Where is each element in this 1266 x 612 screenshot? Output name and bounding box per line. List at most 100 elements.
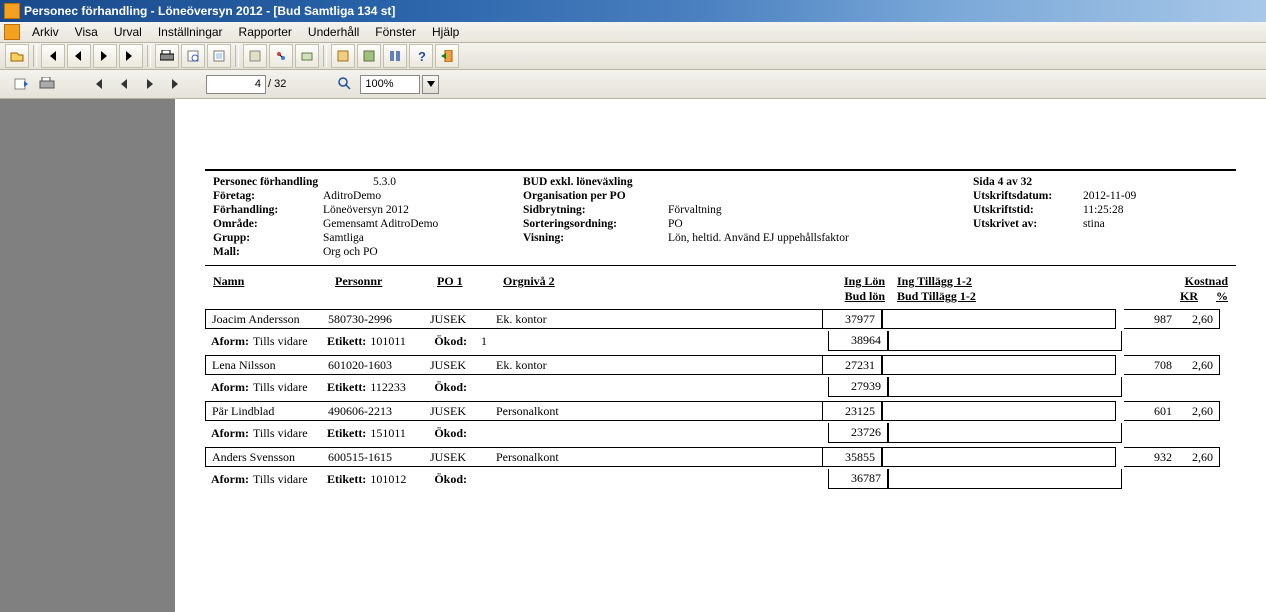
th-inglon: Ing Lön: [844, 274, 885, 289]
hdr-visning-label: Visning:: [523, 232, 668, 244]
hdr-title: Personec förhandling: [213, 176, 373, 188]
table-row: Pär Lindblad490606-2213JUSEKPersonalkont…: [205, 400, 1236, 444]
hdr-utskt-value: 11:25:28: [1083, 204, 1123, 216]
tool-btn-3[interactable]: [295, 44, 319, 68]
cell-kostnad: 708: [1124, 355, 1178, 375]
cell-namn: Joacim Andersson: [212, 312, 328, 327]
row-detail: Aform:Tills vidareEtikett:112233Ökod:: [205, 380, 828, 395]
hdr-forhandling-label: Förhandling:: [213, 204, 323, 216]
print-setup-button[interactable]: [207, 44, 231, 68]
window-title: Personec förhandling - Löneöversyn 2012 …: [24, 4, 395, 18]
cell-budtillagg: [888, 423, 1122, 443]
hdr-mall-label: Mall:: [213, 246, 323, 258]
next-record-button[interactable]: [93, 44, 117, 68]
table-header: Namn Personnr PO 1 Orgnivå 2 Ing LönBud …: [205, 266, 1236, 306]
print-button[interactable]: [155, 44, 179, 68]
cell-pct: 2,60: [1178, 447, 1220, 467]
menu-rapporter[interactable]: Rapporter: [231, 23, 300, 41]
cell-pct: 2,60: [1178, 355, 1220, 375]
tool-btn-4[interactable]: [331, 44, 355, 68]
nav-prev-button[interactable]: [114, 74, 136, 94]
lbl-etikett: Etikett:: [327, 334, 366, 349]
cell-kostnad: 601: [1124, 401, 1178, 421]
exit-button[interactable]: [435, 44, 459, 68]
lbl-okod: Ökod:: [434, 472, 467, 487]
nav-next-button[interactable]: [140, 74, 162, 94]
th-namn: Namn: [213, 274, 244, 288]
lbl-aform: Aform:: [211, 472, 249, 487]
hdr-org-label: Organisation per PO: [523, 190, 668, 202]
row-main: Joacim Andersson580730-2996JUSEKEk. kont…: [205, 309, 822, 329]
preview-margin: [0, 99, 175, 612]
menu-bar: Arkiv Visa Urval Inställningar Rapporter…: [0, 22, 1266, 43]
hdr-omrade-value: Gemensamt AditroDemo: [323, 218, 438, 230]
zoom-value[interactable]: 100%: [360, 75, 420, 94]
cell-budtillagg: [888, 377, 1122, 397]
hdr-foretag-value: AditroDemo: [323, 190, 381, 202]
first-record-button[interactable]: [41, 44, 65, 68]
val-aform: Tills vidare: [253, 472, 321, 487]
menu-installningar[interactable]: Inställningar: [150, 23, 231, 41]
cell-orgniva: Ek. kontor: [496, 358, 547, 373]
report-header-frame: Personec förhandling5.3.0 Företag:Aditro…: [205, 169, 1236, 266]
cell-budlon: 23726: [828, 423, 888, 443]
row-detail: Aform:Tills vidareEtikett:101012Ökod:: [205, 472, 828, 487]
cell-inglon: 23125: [822, 401, 882, 421]
find-button[interactable]: [334, 74, 356, 94]
cell-kostnad: 987: [1124, 309, 1178, 329]
th-personnr: Personnr: [335, 274, 382, 288]
cell-inglon: 27231: [822, 355, 882, 375]
cell-personnr: 601020-1603: [328, 358, 430, 373]
menu-arkiv[interactable]: Arkiv: [24, 23, 67, 41]
title-bar: Personec förhandling - Löneöversyn 2012 …: [0, 0, 1266, 22]
hdr-grupp-label: Grupp:: [213, 232, 323, 244]
menu-underhall[interactable]: Underhåll: [300, 23, 367, 41]
hdr-foretag-label: Företag:: [213, 190, 323, 202]
hdr-omrade-label: Område:: [213, 218, 323, 230]
tool-btn-1[interactable]: [243, 44, 267, 68]
hdr-forhandling-value: Löneöversyn 2012: [323, 204, 409, 216]
menu-hjalp[interactable]: Hjälp: [424, 23, 467, 41]
prev-record-button[interactable]: [67, 44, 91, 68]
app-icon: [4, 3, 20, 19]
last-record-button[interactable]: [119, 44, 143, 68]
open-button[interactable]: [5, 44, 29, 68]
print-preview-button[interactable]: [181, 44, 205, 68]
cell-budtillagg: [888, 331, 1122, 351]
lbl-aform: Aform:: [211, 380, 249, 395]
hdr-sida: Sida 4 av 32: [973, 176, 1083, 188]
row-main: Pär Lindblad490606-2213JUSEKPersonalkont: [205, 401, 822, 421]
page-number-input[interactable]: [206, 75, 266, 94]
lbl-okod: Ökod:: [434, 334, 467, 349]
nav-last-button[interactable]: [166, 74, 188, 94]
row-main: Anders Svensson600515-1615JUSEKPersonalk…: [205, 447, 822, 467]
th-kr: KR: [1180, 289, 1198, 304]
cell-orgniva: Personalkont: [496, 404, 559, 419]
cell-pct: 2,60: [1178, 309, 1220, 329]
cell-budtillagg: [888, 469, 1122, 489]
menu-fonster[interactable]: Fönster: [367, 23, 424, 41]
th-ingtillagg: Ing Tillägg 1-2: [897, 274, 972, 289]
tool-btn-6[interactable]: [383, 44, 407, 68]
svg-text:?: ?: [418, 50, 426, 62]
th-kostnad: Kostnad: [1185, 274, 1228, 289]
val-etikett: 101012: [370, 472, 428, 487]
menu-visa[interactable]: Visa: [67, 23, 106, 41]
hdr-utskt-label: Utskriftstid:: [973, 204, 1083, 216]
cell-kostnad: 932: [1124, 447, 1178, 467]
tool-btn-5[interactable]: [357, 44, 381, 68]
export-button[interactable]: [10, 74, 32, 94]
table-row: Anders Svensson600515-1615JUSEKPersonalk…: [205, 446, 1236, 490]
cell-budlon: 38964: [828, 331, 888, 351]
zoom-dropdown[interactable]: [422, 75, 439, 94]
cell-ingtillagg: [882, 309, 1116, 329]
table-row: Lena Nilsson601020-1603JUSEKEk. kontor27…: [205, 354, 1236, 398]
lbl-etikett: Etikett:: [327, 426, 366, 441]
print-report-button[interactable]: [36, 74, 58, 94]
help-button[interactable]: ?: [409, 44, 433, 68]
menu-urval[interactable]: Urval: [106, 23, 150, 41]
nav-first-button[interactable]: [88, 74, 110, 94]
tool-btn-2[interactable]: [269, 44, 293, 68]
cell-budlon: 27939: [828, 377, 888, 397]
cell-po1: JUSEK: [430, 358, 496, 373]
